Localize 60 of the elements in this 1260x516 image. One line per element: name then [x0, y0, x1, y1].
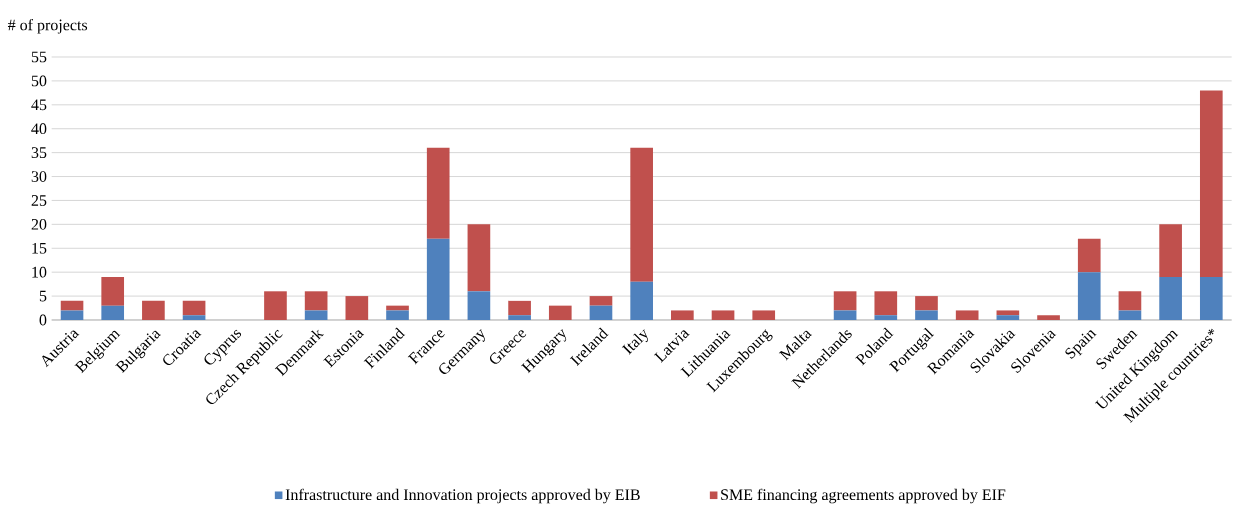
y-tick-label: 35: [31, 147, 47, 158]
bar: [60, 300, 84, 311]
bar: [1159, 276, 1182, 320]
bar: [264, 291, 287, 320]
bar: [1077, 238, 1101, 273]
bar: [508, 300, 531, 316]
bar: [671, 310, 694, 320]
bar: [752, 310, 776, 320]
bar: [955, 310, 979, 320]
y-tick-label: 5: [39, 290, 47, 302]
legend-label: Infrastructure and Innovation projects approved by EIB: [285, 488, 640, 504]
y-tick-label: 45: [31, 99, 47, 111]
bar: [467, 291, 491, 320]
y-axis-title: # of projects: [7, 18, 88, 34]
y-tick-label: 20: [31, 218, 47, 230]
y-tick-label: 30: [31, 171, 47, 182]
bar: [589, 305, 613, 320]
bar: [874, 291, 898, 316]
y-tick-label: 55: [31, 51, 47, 63]
bar: [1118, 291, 1142, 311]
bar: [182, 315, 206, 320]
y-tick-label: 15: [32, 242, 47, 254]
bar: [1037, 315, 1060, 320]
bar: [142, 300, 165, 320]
legend-label: SME financing agreements approved by EIF: [721, 488, 1006, 504]
bar: [589, 296, 613, 306]
y-tick-label: 10: [32, 266, 47, 278]
bar: [426, 238, 450, 320]
bar: [996, 310, 1020, 316]
bar: [1118, 310, 1142, 320]
bar: [630, 147, 653, 282]
bar: [996, 315, 1020, 320]
bar: [304, 291, 328, 311]
bar: [508, 315, 531, 320]
bar: [426, 147, 450, 239]
bar: [101, 276, 125, 306]
bar: [101, 305, 125, 320]
bar: [630, 281, 653, 320]
bar: [182, 300, 206, 316]
y-tick-label: 40: [31, 123, 47, 135]
bar: [304, 310, 328, 320]
y-tick-label: 0: [39, 314, 47, 326]
bar: [1199, 90, 1223, 277]
bar: [60, 310, 84, 320]
bar: [345, 296, 369, 320]
bar: [711, 310, 735, 320]
bar: [915, 296, 938, 311]
bar: [467, 224, 491, 292]
bar: [548, 305, 572, 320]
bar: [833, 310, 857, 320]
bar: [833, 291, 857, 311]
x-tick-label: Italy: [621, 329, 648, 355]
y-tick-label: 50: [31, 75, 47, 87]
bar: [1199, 276, 1223, 320]
bar: [1077, 272, 1101, 320]
bar: [915, 310, 938, 320]
bar: [874, 315, 898, 320]
y-tick-label: 25: [31, 195, 47, 206]
bar: [1159, 224, 1182, 277]
bar: [386, 310, 409, 320]
